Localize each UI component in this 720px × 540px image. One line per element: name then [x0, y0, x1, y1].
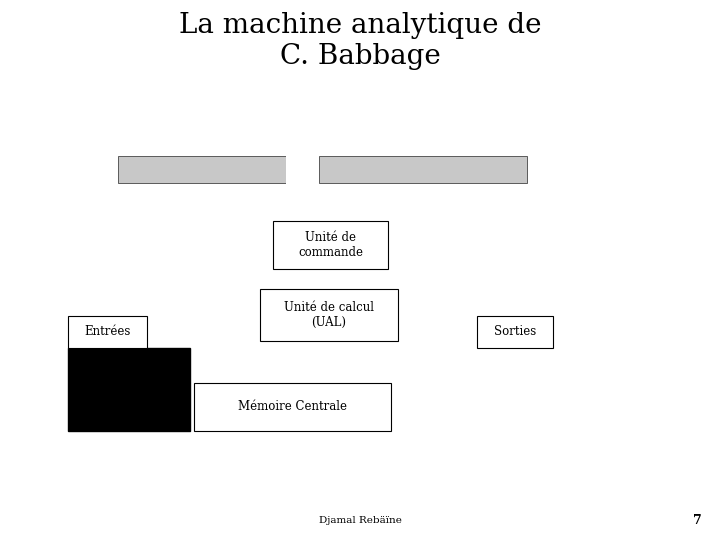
Text: Djamal Rebäïne: Djamal Rebäïne: [318, 516, 402, 525]
Bar: [477, 316, 553, 348]
Bar: [68, 348, 190, 431]
Text: La machine analytique de
C. Babbage: La machine analytique de C. Babbage: [179, 12, 541, 70]
Text: Unité de
commande: Unité de commande: [298, 231, 363, 259]
Bar: [260, 289, 398, 341]
Bar: [273, 221, 388, 268]
Text: Sorties: Sorties: [494, 326, 536, 339]
Text: Entrées: Entrées: [85, 326, 131, 339]
Bar: [194, 383, 392, 431]
Bar: [118, 156, 286, 183]
Bar: [286, 150, 319, 190]
Bar: [68, 316, 148, 348]
Text: Mémoire Centrale: Mémoire Centrale: [238, 400, 347, 413]
Text: 7: 7: [693, 514, 702, 527]
Bar: [319, 156, 527, 183]
Text: Unité de calcul
(UAL): Unité de calcul (UAL): [284, 301, 374, 329]
